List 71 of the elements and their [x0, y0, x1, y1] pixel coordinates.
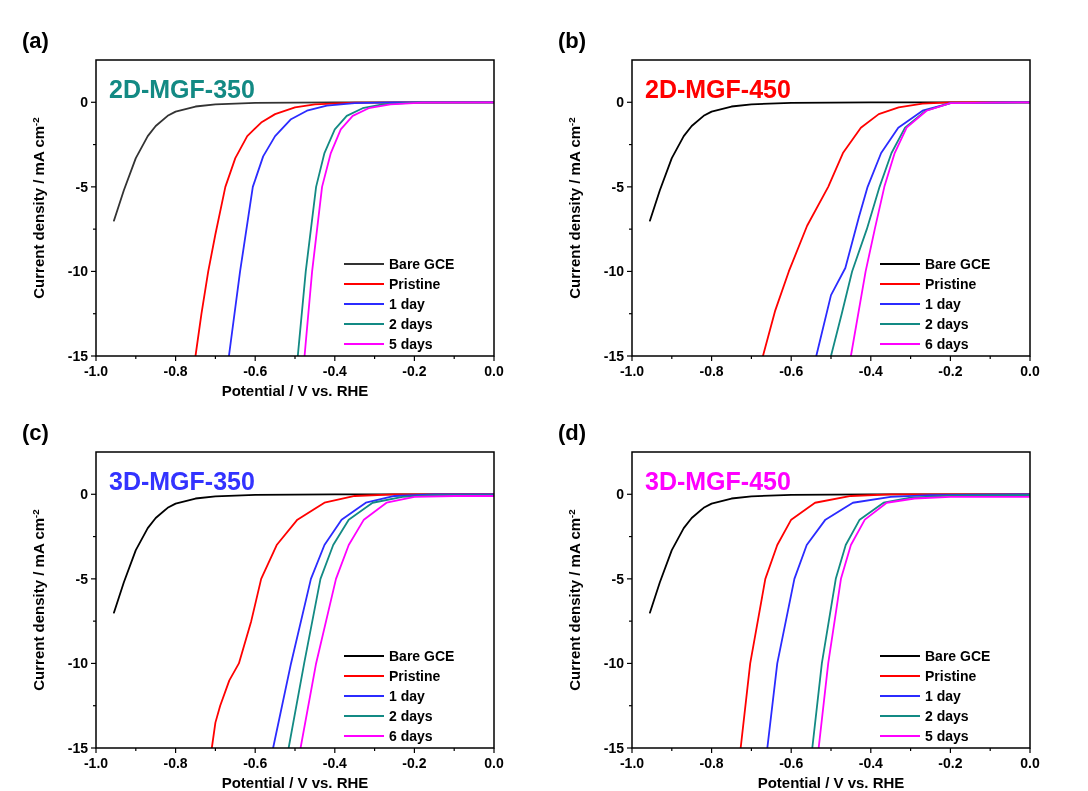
- x-axis-title: Potential / V vs. RHE: [757, 774, 905, 791]
- x-tick-label: -0.8: [699, 755, 724, 771]
- x-tick-label: 0.0: [484, 755, 504, 771]
- x-tick-label: -0.8: [163, 755, 188, 771]
- y-tick-label: 0: [80, 94, 89, 111]
- y-tick-label: -15: [67, 347, 89, 364]
- y-tick-label: -15: [67, 739, 89, 756]
- x-tick-label: -0.8: [699, 363, 724, 379]
- text: 2D-MGF-450: [645, 75, 791, 103]
- x-tick-label: -0.6: [779, 755, 804, 771]
- x-tick-label: -1.0: [619, 363, 645, 379]
- legend-label: Bare GCE: [389, 647, 455, 664]
- x-tick-label: -0.8: [163, 363, 188, 379]
- y-tick-label: -10: [603, 655, 625, 672]
- legend-label: 2 days: [389, 707, 433, 724]
- x-tick-label: -0.6: [243, 363, 268, 379]
- x-tick-label: -0.2: [938, 363, 963, 379]
- y-tick-label: -5: [611, 570, 625, 587]
- legend-label: Bare GCE: [389, 255, 455, 272]
- x-tick-label: 0.0: [484, 363, 504, 379]
- legend-label: Pristine: [925, 667, 977, 684]
- legend-label: 1 day: [389, 295, 426, 312]
- legend-label: Bare GCE: [925, 255, 991, 272]
- legend-label: 6 days: [925, 335, 969, 352]
- x-tick-label: -0.4: [858, 363, 884, 379]
- x-tick-label: 0.0: [1020, 363, 1040, 379]
- y-tick-label: -15: [603, 347, 625, 364]
- legend-label: 2 days: [389, 315, 433, 332]
- chart-title: (d): [558, 420, 587, 445]
- x-tick-label: -0.2: [402, 755, 427, 771]
- legend-label: 6 days: [389, 727, 433, 744]
- legend-label: 1 day: [925, 687, 962, 704]
- legend-label: 2 days: [925, 315, 969, 332]
- legend-label: 5 days: [389, 335, 433, 352]
- y-tick-label: -10: [67, 655, 89, 672]
- legend-label: Pristine: [925, 275, 977, 292]
- y-tick-label: -10: [603, 263, 625, 280]
- y-tick-label: -5: [75, 570, 89, 587]
- x-tick-label: -1.0: [619, 755, 645, 771]
- x-tick-label: -0.6: [243, 755, 268, 771]
- x-axis-title: Potential / V vs. RHE: [221, 382, 369, 399]
- x-tick-label: -0.4: [322, 363, 348, 379]
- y-tick-label: -5: [75, 178, 89, 195]
- x-tick-label: -0.4: [858, 755, 884, 771]
- text: 2D-MGF-350: [109, 75, 255, 103]
- chart-title: (c): [22, 420, 49, 445]
- legend-label: 2 days: [925, 707, 969, 724]
- text: 3D-MGF-350: [109, 467, 255, 495]
- y-tick-label: 0: [80, 486, 89, 503]
- x-tick-label: -0.2: [402, 363, 427, 379]
- y-tick-label: -10: [67, 263, 89, 280]
- y-tick-label: -5: [611, 178, 625, 195]
- x-axis-title: Potential / V vs. RHE: [221, 774, 369, 791]
- y-tick-label: 0: [616, 486, 625, 503]
- y-tick-label: 0: [616, 94, 625, 111]
- x-tick-label: -1.0: [83, 755, 109, 771]
- legend-label: 1 day: [389, 687, 426, 704]
- chart-title: (b): [558, 28, 587, 53]
- x-tick-label: -0.2: [938, 755, 963, 771]
- legend-label: 1 day: [925, 295, 962, 312]
- legend-label: 5 days: [925, 727, 969, 744]
- text: 3D-MGF-450: [645, 467, 791, 495]
- chart-title: (a): [22, 28, 49, 53]
- legend-label: Bare GCE: [925, 647, 991, 664]
- x-tick-label: -0.6: [779, 363, 804, 379]
- legend-label: Pristine: [389, 275, 441, 292]
- x-tick-label: 0.0: [1020, 755, 1040, 771]
- y-tick-label: -15: [603, 739, 625, 756]
- x-tick-label: -0.4: [322, 755, 348, 771]
- x-tick-label: -1.0: [83, 363, 109, 379]
- legend-label: Pristine: [389, 667, 441, 684]
